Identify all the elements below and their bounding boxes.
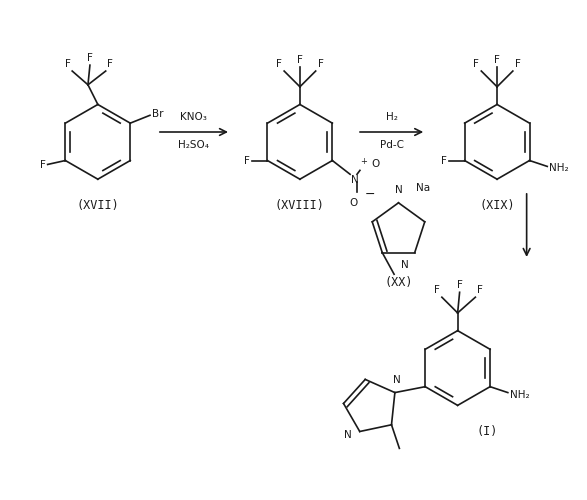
Text: (XVII): (XVII): [76, 199, 119, 212]
Text: H₂: H₂: [386, 112, 397, 122]
Text: (XIX): (XIX): [479, 199, 515, 212]
Text: F: F: [40, 160, 46, 170]
Text: F: F: [515, 59, 521, 69]
Text: N: N: [393, 374, 401, 384]
Text: −: −: [365, 188, 375, 200]
Text: F: F: [474, 59, 480, 69]
Text: Br: Br: [152, 110, 163, 120]
Text: N: N: [344, 430, 352, 440]
Text: F: F: [457, 280, 463, 290]
Text: F: F: [276, 59, 282, 69]
Text: H₂SO₄: H₂SO₄: [178, 140, 210, 150]
Text: F: F: [318, 59, 323, 69]
Text: F: F: [441, 156, 447, 166]
Text: O: O: [349, 198, 357, 208]
Text: F: F: [494, 55, 500, 65]
Text: (XX): (XX): [384, 276, 413, 288]
Text: F: F: [244, 156, 249, 166]
Text: F: F: [434, 285, 440, 295]
Text: F: F: [297, 55, 303, 65]
Text: N: N: [394, 185, 402, 195]
Text: NH₂: NH₂: [549, 164, 569, 173]
Text: NH₂: NH₂: [510, 390, 529, 400]
Text: (I): (I): [477, 425, 498, 438]
Text: Pd-C: Pd-C: [380, 140, 404, 150]
Text: (XVIII): (XVIII): [275, 199, 325, 212]
Text: N: N: [351, 176, 359, 186]
Text: N: N: [401, 260, 409, 270]
Text: F: F: [477, 285, 483, 295]
Text: O: O: [372, 160, 380, 170]
Text: F: F: [65, 59, 71, 69]
Text: Na: Na: [416, 183, 430, 193]
Text: F: F: [87, 53, 93, 63]
Text: KNO₃: KNO₃: [180, 112, 207, 122]
Text: +: +: [360, 158, 367, 166]
Text: F: F: [107, 59, 113, 69]
